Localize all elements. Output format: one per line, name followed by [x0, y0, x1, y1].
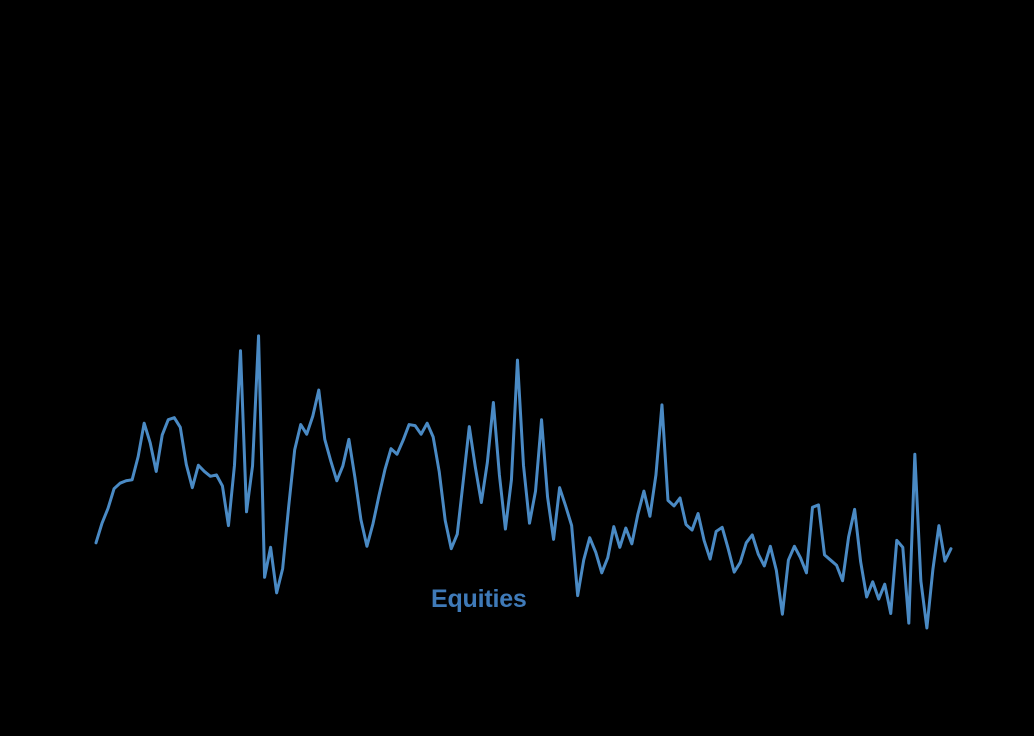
series-label-equities: Equities — [431, 585, 527, 613]
series-line-equities — [94, 334, 953, 630]
